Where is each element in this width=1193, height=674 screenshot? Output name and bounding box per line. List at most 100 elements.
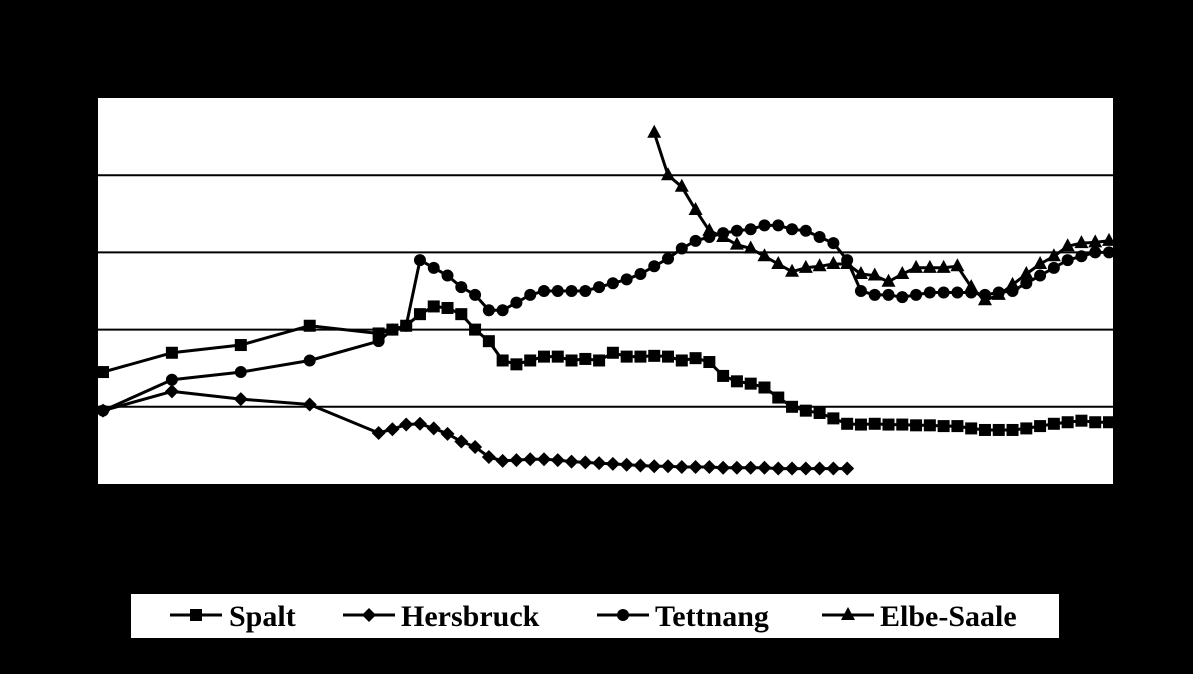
- data-point: [772, 219, 785, 232]
- data-point: [813, 406, 826, 419]
- data-point: [565, 285, 578, 297]
- data-point: [674, 178, 689, 192]
- legend-item-elbe-saale: Elbe-Saale: [822, 600, 1017, 633]
- data-point: [895, 266, 910, 280]
- data-point: [744, 223, 757, 236]
- data-point: [1102, 232, 1116, 246]
- data-point: [910, 288, 923, 301]
- data-point: [386, 323, 399, 336]
- data-point: [371, 426, 386, 441]
- data-point: [936, 259, 951, 273]
- data-point: [1005, 276, 1020, 290]
- data-point: [1061, 416, 1074, 429]
- data-point: [689, 352, 702, 365]
- data-point: [688, 201, 703, 215]
- data-point: [1061, 254, 1074, 267]
- gridlines: [98, 174, 1113, 408]
- data-point: [951, 420, 964, 433]
- data-point: [1074, 235, 1089, 249]
- data-point: [758, 219, 771, 232]
- data-point: [758, 381, 771, 394]
- data-point: [634, 350, 647, 363]
- data-point: [1047, 261, 1060, 274]
- series-hersbruck: [96, 384, 855, 476]
- series-spalt: [97, 300, 1115, 436]
- legend-key-marker: [617, 609, 629, 621]
- data-point: [798, 461, 813, 476]
- data-point: [771, 461, 786, 476]
- data-point: [909, 259, 924, 273]
- data-point: [537, 350, 550, 363]
- data-point: [605, 456, 620, 471]
- data-point: [785, 263, 800, 277]
- data-point: [798, 259, 813, 273]
- data-point: [743, 460, 758, 475]
- data-point: [537, 285, 550, 297]
- data-point: [854, 418, 867, 431]
- data-point: [950, 258, 965, 272]
- data-point: [399, 417, 414, 432]
- data-point: [1060, 238, 1075, 252]
- data-point: [455, 308, 468, 321]
- data-point: [536, 452, 551, 467]
- data-point: [455, 281, 468, 294]
- legend-label-hersbruck: Hersbruck: [401, 600, 540, 633]
- data-point: [841, 417, 854, 430]
- data-point: [510, 358, 523, 371]
- data-point: [400, 319, 413, 332]
- data-point: [1103, 246, 1115, 259]
- data-point: [744, 377, 757, 390]
- data-point: [454, 434, 469, 449]
- data-point: [675, 242, 688, 255]
- data-point: [1103, 416, 1115, 429]
- data-point: [675, 354, 688, 367]
- data-point: [620, 350, 633, 363]
- data-point: [302, 397, 317, 412]
- data-point: [165, 346, 178, 359]
- data-point: [662, 252, 675, 265]
- data-point: [1075, 414, 1088, 427]
- data-point: [978, 423, 991, 436]
- data-point: [662, 350, 675, 363]
- data-point: [468, 439, 483, 454]
- data-point: [991, 286, 1006, 300]
- data-point: [509, 453, 524, 468]
- data-point: [1019, 266, 1034, 280]
- data-point: [1075, 250, 1088, 263]
- data-point: [786, 223, 799, 236]
- data-point: [951, 286, 964, 299]
- data-point: [593, 354, 606, 367]
- data-point: [881, 273, 896, 287]
- data-point: [372, 335, 385, 348]
- series-line: [102, 304, 1109, 432]
- data-point: [551, 285, 564, 297]
- legend: Spalt Hersbruck Tettnang Elbe-Saale: [170, 600, 1017, 633]
- data-point: [523, 452, 538, 467]
- data-point: [579, 352, 592, 365]
- data-point: [964, 279, 979, 293]
- data-point: [482, 335, 495, 348]
- data-point: [757, 248, 772, 262]
- legend-key-triangle-icon: [822, 607, 874, 620]
- data-point: [882, 418, 895, 431]
- data-point: [551, 350, 564, 363]
- data-point: [812, 258, 827, 272]
- data-point: [826, 255, 841, 269]
- data-point: [896, 291, 909, 304]
- data-point: [565, 354, 578, 367]
- data-point: [648, 260, 661, 273]
- data-point: [303, 319, 316, 332]
- legend-key-circle-icon: [597, 609, 649, 621]
- data-point: [702, 460, 717, 475]
- data-point: [481, 449, 496, 464]
- legend-key-diamond-icon: [343, 608, 395, 622]
- data-point: [812, 461, 827, 476]
- data-point: [827, 412, 840, 425]
- data-point: [1047, 417, 1060, 430]
- data-point: [1034, 420, 1047, 433]
- legend-item-hersbruck: Hersbruck: [343, 600, 540, 633]
- data-point: [593, 281, 606, 294]
- data-point: [1034, 269, 1047, 282]
- data-point: [688, 460, 703, 475]
